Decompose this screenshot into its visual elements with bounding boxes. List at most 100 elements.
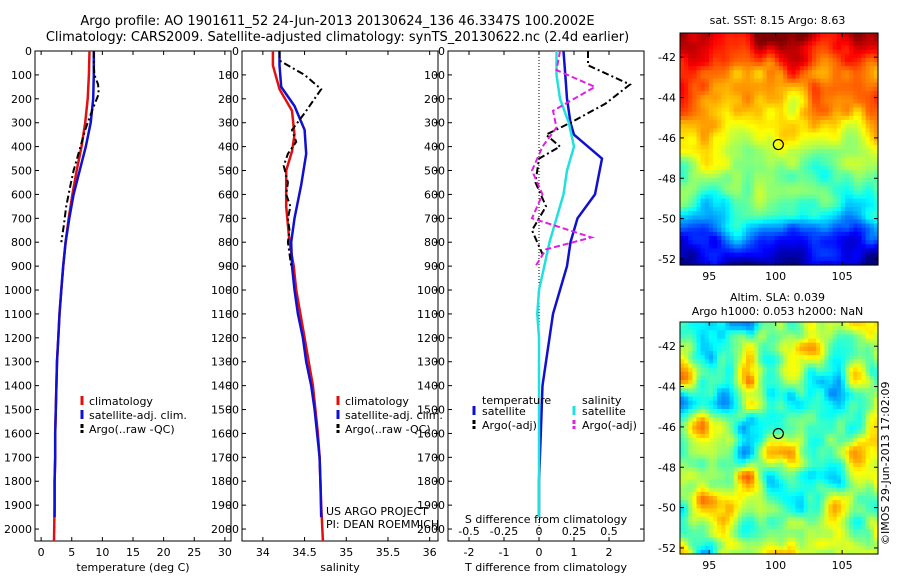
map-cell	[746, 487, 751, 493]
map-cell	[807, 149, 813, 154]
map-cell	[857, 244, 863, 250]
map-cell	[853, 95, 858, 100]
map-cell	[779, 115, 784, 121]
map-cell	[729, 74, 735, 80]
map-cell	[816, 326, 821, 331]
map-cell	[680, 223, 685, 229]
map-cell	[688, 338, 693, 344]
map-cell	[680, 227, 685, 233]
map-cell	[729, 541, 735, 547]
map-cell	[688, 211, 693, 216]
map-cell	[770, 533, 776, 539]
map-cell	[704, 86, 710, 92]
map-cell	[795, 74, 801, 80]
map-cell	[795, 367, 801, 373]
map-cell	[733, 363, 739, 369]
map-cell	[832, 37, 838, 42]
map-cell	[791, 446, 797, 452]
map-cell	[807, 400, 813, 406]
legend-label: climatology	[89, 395, 153, 408]
map-cell	[758, 346, 764, 352]
map-cell	[816, 194, 821, 200]
map-cell	[729, 491, 735, 497]
map-cell	[783, 211, 788, 216]
map-cell	[770, 219, 776, 225]
map-cell	[807, 99, 813, 105]
map-cell	[733, 260, 739, 266]
map-cell	[799, 144, 805, 150]
map-cell	[758, 512, 764, 518]
map-cell	[750, 211, 755, 216]
map-cell	[873, 182, 879, 187]
map-cell	[729, 525, 735, 530]
map-cell	[680, 322, 685, 327]
map-cell	[783, 529, 788, 534]
map-cell	[774, 128, 780, 134]
map-cell	[840, 91, 846, 96]
map-cell	[865, 178, 871, 183]
map-cell	[741, 99, 747, 105]
map-cell	[754, 95, 759, 100]
map-cell	[737, 322, 743, 327]
map-cell	[857, 74, 863, 80]
map-cell	[688, 236, 693, 241]
map-cell	[787, 429, 792, 435]
map-cell	[774, 198, 780, 204]
map-cell	[758, 475, 764, 481]
map-cell	[783, 37, 788, 42]
top-x-tick-label: 0	[536, 525, 543, 538]
map-cell	[774, 57, 780, 63]
map-cell	[700, 363, 706, 369]
map-cell	[717, 359, 722, 365]
map-cell	[762, 252, 768, 258]
map-cell	[688, 529, 693, 534]
map-cell	[799, 252, 805, 258]
map-cell	[787, 483, 792, 489]
map-cell	[812, 153, 817, 158]
map-cell	[713, 49, 718, 55]
map-cell	[783, 334, 788, 340]
map-cell	[708, 355, 714, 360]
map-cell	[787, 375, 792, 381]
map-cell	[713, 351, 718, 356]
map-cell	[824, 165, 830, 171]
map-cell	[774, 380, 780, 385]
map-cell	[774, 132, 780, 138]
map-cell	[803, 413, 809, 418]
map-cell	[708, 454, 714, 460]
map-cell	[700, 504, 706, 510]
map-cell	[770, 215, 776, 221]
map-cell	[824, 421, 830, 427]
map-cell	[762, 363, 768, 369]
legend-group-title: temperature	[482, 394, 551, 407]
map-cell	[704, 471, 710, 476]
map-cell	[799, 346, 805, 352]
map-cell	[696, 367, 702, 373]
map-cell	[869, 207, 875, 212]
map-cell	[758, 231, 764, 237]
map-cell	[754, 433, 759, 439]
map-cell	[700, 462, 706, 468]
map-cell	[816, 458, 821, 464]
map-cell	[783, 520, 788, 526]
map-cell	[795, 78, 801, 84]
map-cell	[795, 49, 801, 55]
map-cell	[828, 219, 834, 225]
map-cell	[824, 211, 830, 216]
map-cell	[754, 198, 759, 204]
map-cell	[733, 541, 739, 547]
map-cell	[812, 186, 817, 192]
map-cell	[746, 161, 751, 167]
map-cell	[799, 533, 805, 539]
map-cell	[770, 549, 776, 555]
map-cell	[774, 95, 780, 100]
map-cell	[799, 149, 805, 154]
map-cell	[725, 194, 731, 200]
map-cell	[774, 33, 780, 38]
map-cell	[803, 260, 809, 266]
map-cell	[700, 140, 706, 146]
map-cell	[680, 475, 685, 481]
map-cell	[708, 78, 714, 84]
map-cell	[721, 541, 726, 547]
map-cell	[783, 413, 788, 418]
